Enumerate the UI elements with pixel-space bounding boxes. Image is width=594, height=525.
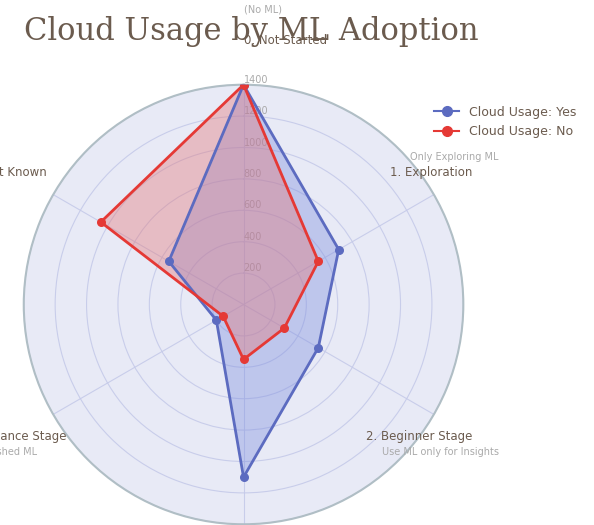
Text: 4. Advance Stage: 4. Advance Stage — [0, 430, 67, 443]
Point — [211, 316, 221, 324]
Point — [239, 80, 248, 89]
Point — [164, 257, 173, 266]
Text: 1. Exploration: 1. Exploration — [390, 166, 472, 179]
Point — [96, 218, 106, 226]
Legend: Cloud Usage: Yes, Cloud Usage: No: Cloud Usage: Yes, Cloud Usage: No — [429, 101, 582, 143]
Text: Only Exploring ML: Only Exploring ML — [410, 152, 498, 162]
Point — [334, 245, 343, 254]
Polygon shape — [169, 85, 339, 477]
Point — [219, 312, 228, 320]
Text: Cloud Usage by ML Adoption: Cloud Usage by ML Adoption — [24, 16, 478, 47]
Text: 0. Not Started: 0. Not Started — [244, 34, 327, 47]
Point — [239, 80, 248, 89]
Text: Well Established ML: Well Established ML — [0, 447, 37, 457]
Point — [314, 343, 323, 352]
Text: Not Known: Not Known — [0, 166, 47, 179]
Point — [314, 257, 323, 266]
Polygon shape — [101, 85, 318, 360]
Text: 2. Beginner Stage: 2. Beginner Stage — [365, 430, 472, 443]
Point — [280, 324, 289, 332]
Text: Use ML only for Insights: Use ML only for Insights — [381, 447, 498, 457]
Point — [239, 473, 248, 481]
Text: (No ML): (No ML) — [244, 5, 282, 15]
Point — [239, 355, 248, 364]
